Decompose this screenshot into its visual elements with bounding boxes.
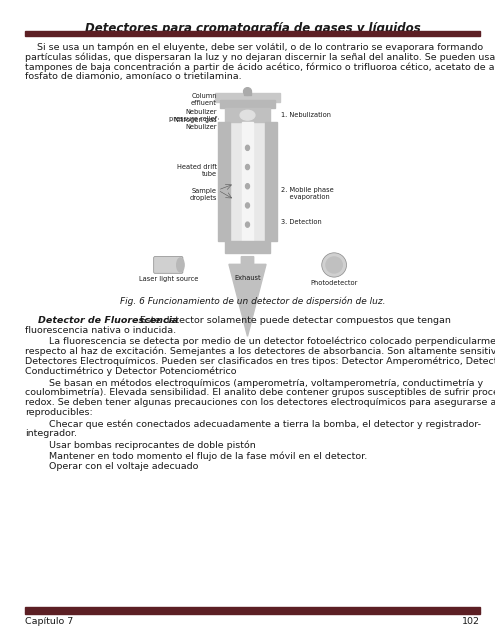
Ellipse shape: [322, 253, 346, 277]
Text: Fig. 6 Funcionamiento de un detector de dispersión de luz.: Fig. 6 Funcionamiento de un detector de …: [120, 297, 385, 307]
Text: coulombimetría). Elevada sensibilidad. El analito debe contener grupos susceptib: coulombimetría). Elevada sensibilidad. E…: [25, 388, 495, 397]
Text: fosfato de diamonio, amoníaco o trietilamina.: fosfato de diamonio, amoníaco o trietila…: [25, 72, 242, 81]
Text: Capítulo 7: Capítulo 7: [25, 617, 73, 626]
Bar: [218, 122, 230, 241]
Bar: [225, 108, 270, 122]
Text: 102: 102: [462, 617, 480, 626]
Text: Laser light source: Laser light source: [139, 276, 198, 282]
Text: Conductimétrico y Detector Potenciométrico: Conductimétrico y Detector Potenciométri…: [25, 367, 236, 376]
Circle shape: [246, 222, 249, 227]
Bar: [230, 122, 265, 241]
Bar: [225, 241, 270, 253]
Text: Operar con el voltaje adecuado: Operar con el voltaje adecuado: [25, 463, 198, 472]
Text: Se basan en métodos electroquímicos (amperometría, voltamperometría, conductimet: Se basan en métodos electroquímicos (amp…: [25, 378, 483, 388]
Text: Photodetector: Photodetector: [310, 280, 358, 286]
Text: Column
effluent: Column effluent: [191, 93, 217, 106]
Bar: [215, 93, 280, 102]
Ellipse shape: [240, 110, 255, 120]
Text: Usar bombas reciprocantes de doble pistón: Usar bombas reciprocantes de doble pistó…: [25, 441, 255, 450]
Text: Exhaust: Exhaust: [234, 275, 261, 280]
Text: 1. Nebulization: 1. Nebulization: [281, 113, 331, 118]
Text: Detectores para cromatografía de gases y líquidos: Detectores para cromatografía de gases y…: [85, 22, 420, 35]
Text: Checar que estén conectados adecuadamente a tierra la bomba, el detector y regis: Checar que estén conectados adecuadament…: [25, 419, 481, 429]
Text: 2. Mobile phase
    evaporation: 2. Mobile phase evaporation: [281, 187, 334, 200]
Text: Heated drift
tube: Heated drift tube: [177, 164, 217, 177]
Ellipse shape: [244, 88, 251, 95]
Text: reproducibles:: reproducibles:: [25, 408, 93, 417]
Text: Sample
droplets: Sample droplets: [190, 188, 217, 201]
Text: La fluorescencia se detecta por medio de un detector fotoeléctrico colocado perp: La fluorescencia se detecta por medio de…: [25, 337, 495, 346]
Ellipse shape: [177, 258, 184, 272]
Text: Detectores Electroquímicos. Pueden ser clasificados en tres tipos: Detector Ampe: Detectores Electroquímicos. Pueden ser c…: [25, 357, 495, 366]
Text: Nebulizer
pressure relief: Nebulizer pressure relief: [169, 109, 217, 122]
Circle shape: [246, 164, 249, 170]
Text: tampones de baja concentración a partir de ácido acético, fórmico o trifluoroa c: tampones de baja concentración a partir …: [25, 62, 495, 72]
Text: fluorescencia nativa o inducida.: fluorescencia nativa o inducida.: [25, 326, 176, 335]
Circle shape: [246, 203, 249, 208]
Text: Si se usa un tampón en el eluyente, debe ser volátil, o de lo contrario se evapo: Si se usa un tampón en el eluyente, debe…: [25, 42, 483, 52]
Text: partículas sólidas, que dispersaran la luz y no dejaran discernir la señal del a: partículas sólidas, que dispersaran la l…: [25, 52, 495, 61]
Text: Nitrogen gas
Nebulizer: Nitrogen gas Nebulizer: [174, 116, 217, 130]
Bar: [25, 612, 480, 614]
Text: Mantener en todo momento el flujo de la fase móvil en el detector.: Mantener en todo momento el flujo de la …: [25, 452, 367, 461]
Text: Detector de Fluorescencia: Detector de Fluorescencia: [25, 316, 178, 325]
Text: respecto al haz de excitación. Semejantes a los detectores de absorbancia. Son a: respecto al haz de excitación. Semejante…: [25, 347, 495, 356]
Text: 3. Detection: 3. Detection: [281, 220, 322, 225]
Circle shape: [246, 145, 249, 150]
Text: . Este detector solamente puede detectar compuestos que tengan: . Este detector solamente puede detectar…: [134, 316, 450, 325]
Bar: [220, 100, 275, 108]
Bar: [25, 607, 480, 612]
FancyBboxPatch shape: [153, 257, 183, 273]
Bar: [242, 122, 253, 241]
Circle shape: [246, 184, 249, 189]
Text: integrador.: integrador.: [25, 429, 77, 438]
Ellipse shape: [326, 257, 343, 273]
Text: redox. Se deben tener algunas precauciones con los detectores electroquímicos pa: redox. Se deben tener algunas precaucion…: [25, 398, 495, 407]
Bar: [265, 122, 277, 241]
Bar: [244, 92, 251, 95]
FancyArrow shape: [229, 257, 266, 337]
Bar: [25, 31, 480, 36]
